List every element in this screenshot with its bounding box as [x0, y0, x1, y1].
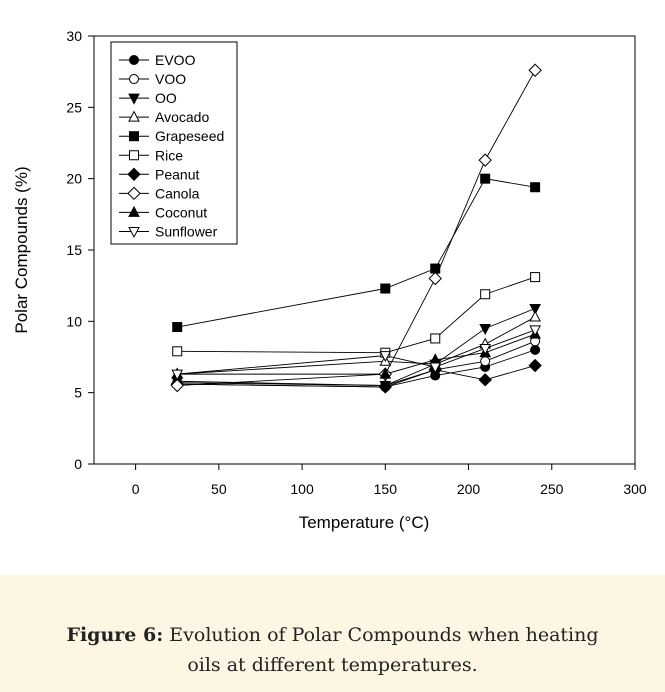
legend-label-sunflower: Sunflower [155, 223, 218, 239]
x-axis: 0 50 100 150 200 250 300 [132, 464, 647, 497]
legend-label-grapeseed: Grapeseed [155, 128, 224, 144]
x-tick-label: 0 [132, 481, 140, 497]
data-point-peanut [528, 358, 542, 373]
figure-panel: 0 50 100 150 200 250 300 0 5 10 15 20 25 30 EVOO VOO O… [0, 0, 665, 575]
legend-label-peanut: Peanut [155, 166, 199, 182]
legend-marker-rice [129, 150, 139, 161]
caption-text-line1: Evolution of Polar Compounds when heatin… [169, 624, 599, 646]
legend-marker-grapeseed [129, 131, 139, 142]
legend-marker-voo [129, 74, 139, 85]
data-point-canola [170, 378, 184, 393]
data-point-oo [529, 303, 541, 316]
y-tick-label: 5 [74, 385, 82, 401]
data-point-sunflower [171, 369, 184, 381]
data-point-rice [480, 289, 491, 300]
legend-marker-evoo [129, 55, 139, 65]
caption-label: Figure 6: [66, 624, 164, 646]
y-tick-label: 15 [66, 242, 82, 258]
y-tick-label: 10 [66, 313, 82, 329]
legend-marker-oo [128, 93, 140, 105]
data-point-rice [172, 346, 183, 357]
x-tick-label: 100 [290, 481, 314, 497]
series-markers [170, 63, 542, 394]
figure-caption: Figure 6: Evolution of Polar Compounds w… [0, 620, 665, 680]
y-tick-label: 0 [74, 456, 82, 472]
legend-marker-coconut [128, 205, 140, 217]
data-point-peanut [378, 380, 393, 394]
data-point-rice [430, 333, 441, 344]
legend: EVOO VOO OO Avocado Grapeseed Rice Peanut Canol… [110, 41, 238, 245]
y-axis-title: Polar Compounds (%) [12, 166, 31, 333]
series-line-rice [177, 276, 536, 354]
legend-label-canola: Canola [155, 185, 200, 201]
data-point-canola [428, 271, 442, 286]
data-point-rice [530, 272, 541, 283]
legend-marker-peanut [127, 167, 141, 182]
legend-label-evoo: EVOO [155, 52, 196, 68]
x-tick-label: 300 [623, 481, 647, 497]
data-point-sunflower [379, 351, 392, 363]
x-tick-label: 150 [374, 481, 398, 497]
data-point-oo [479, 323, 492, 336]
data-point-evoo [530, 344, 541, 355]
y-tick-label: 25 [66, 99, 82, 115]
data-point-grapeseed [480, 173, 491, 184]
legend-label-coconut: Coconut [155, 204, 207, 220]
data-point-grapeseed [430, 263, 441, 274]
legend-label-rice: Rice [155, 147, 183, 163]
caption-text-line2: oils at different temperatures. [187, 654, 478, 676]
data-point-canola [528, 63, 542, 77]
legend-label-voo: VOO [155, 71, 186, 87]
data-point-grapeseed [172, 322, 183, 333]
data-point-grapeseed [380, 283, 391, 294]
data-point-coconut [379, 367, 392, 379]
legend-marker-sunflower [128, 226, 140, 239]
data-point-peanut [478, 373, 492, 387]
legend-marker-avocado [128, 110, 140, 122]
y-tick-label: 20 [66, 171, 82, 187]
y-tick-label: 30 [66, 28, 82, 44]
data-point-sunflower [429, 362, 442, 374]
data-point-voo [480, 356, 491, 367]
data-point-grapeseed [530, 182, 541, 193]
line-chart: 0 50 100 150 200 250 300 0 5 10 15 20 25 30 EVOO VOO O… [12, 28, 647, 532]
x-tick-label: 200 [457, 481, 481, 497]
y-axis: 0 5 10 15 20 25 30 [66, 28, 94, 472]
x-axis-title: Temperature (°C) [299, 513, 430, 532]
legend-marker-canola [127, 186, 141, 201]
data-point-canola [478, 153, 492, 167]
legend-label-oo: OO [155, 90, 177, 106]
data-point-sunflower [529, 325, 541, 337]
legend-label-avocado: Avocado [155, 109, 209, 125]
x-tick-label: 50 [211, 481, 227, 497]
data-point-avocado [529, 310, 541, 322]
data-point-sunflower [479, 343, 492, 356]
x-tick-label: 250 [540, 481, 564, 497]
